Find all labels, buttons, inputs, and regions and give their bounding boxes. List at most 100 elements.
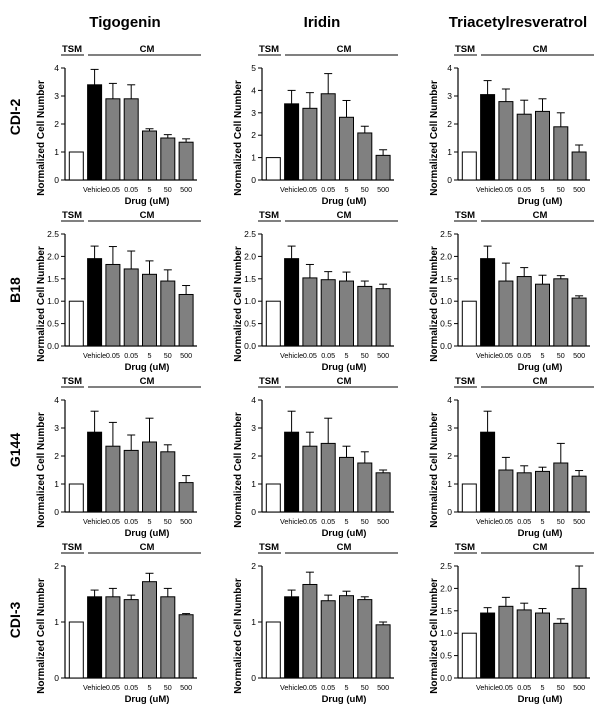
group-label-cm: CM <box>337 44 352 55</box>
bar <box>87 258 103 347</box>
y-tick-label: 2 <box>251 451 256 461</box>
bar <box>142 441 157 513</box>
bar <box>123 599 139 679</box>
group-label-cm: CM <box>337 542 352 553</box>
y-tick-label: 0 <box>54 673 59 683</box>
bar <box>535 110 550 181</box>
bar <box>516 276 532 347</box>
bar <box>265 157 281 181</box>
bar <box>461 300 477 347</box>
bar <box>375 624 391 679</box>
category-label: Vehicle <box>476 683 499 692</box>
category-label: 5 <box>541 351 545 360</box>
category-label: Vehicle <box>83 517 106 526</box>
category-label: 5 <box>345 517 349 526</box>
y-tick-label: 4 <box>447 63 452 73</box>
bar <box>302 445 318 513</box>
bar <box>375 472 391 513</box>
y-tick-label: 0.5 <box>47 319 59 329</box>
category-label: 500 <box>573 517 585 526</box>
bar <box>320 442 336 513</box>
bar <box>571 151 587 181</box>
bar <box>178 293 194 347</box>
bar <box>320 93 336 181</box>
group-label-tsm: TSM <box>259 44 279 55</box>
y-tick-label: 4 <box>447 395 452 405</box>
bar <box>339 116 354 181</box>
y-axis-label: Normalized Cell Number <box>429 246 440 362</box>
y-tick-label: 1 <box>251 153 256 163</box>
y-tick-label: 0 <box>447 507 452 517</box>
y-tick-label: 3 <box>54 423 59 433</box>
group-label-cm: CM <box>140 210 155 221</box>
bar <box>265 621 281 679</box>
bar <box>553 462 569 513</box>
bar <box>160 280 176 347</box>
x-axis-label: Drug (uM) <box>322 362 367 373</box>
category-label: 50 <box>164 683 172 692</box>
y-tick-label: 2.5 <box>47 229 59 239</box>
bar <box>142 273 157 347</box>
x-axis-label: Drug (uM) <box>322 528 367 539</box>
group-label-tsm: TSM <box>62 210 82 221</box>
y-axis-label: Normalized Cell Number <box>36 246 47 362</box>
x-axis-label: Drug (uM) <box>125 362 170 373</box>
category-label: 0.05 <box>321 351 335 360</box>
y-tick-label: 2.5 <box>244 229 256 239</box>
y-tick-label: 1.0 <box>244 296 256 306</box>
group-label-cm: CM <box>337 376 352 387</box>
bar <box>571 475 587 513</box>
category-label: 50 <box>557 683 565 692</box>
group-label-tsm: TSM <box>455 376 475 387</box>
category-label: 500 <box>573 351 585 360</box>
y-tick-label: 0.5 <box>244 319 256 329</box>
bar <box>105 263 121 347</box>
category-label: 5 <box>345 351 349 360</box>
bar <box>375 154 391 181</box>
bar <box>178 614 194 679</box>
bar <box>375 288 391 347</box>
row-label-g144: G144 <box>7 433 23 467</box>
y-tick-label: 5 <box>251 63 256 73</box>
bar <box>461 632 477 679</box>
bar <box>123 268 139 347</box>
y-tick-label: 0 <box>251 507 256 517</box>
category-label: 0.05 <box>499 185 513 194</box>
category-label: 500 <box>180 517 192 526</box>
column-title-tigogenin: Tigogenin <box>89 14 160 31</box>
y-axis-label: Normalized Cell Number <box>36 80 47 196</box>
category-label: 500 <box>180 683 192 692</box>
category-label: 0.05 <box>499 517 513 526</box>
x-axis-label: Drug (uM) <box>322 694 367 705</box>
category-label: 50 <box>164 351 172 360</box>
bar <box>302 277 318 347</box>
category-label: 0.05 <box>106 683 120 692</box>
category-label: 500 <box>377 351 389 360</box>
bar <box>339 595 354 679</box>
group-label-cm: CM <box>140 542 155 553</box>
category-label: Vehicle <box>476 351 499 360</box>
y-tick-label: 4 <box>54 63 59 73</box>
x-axis-label: Drug (uM) <box>518 694 563 705</box>
y-tick-label: 2 <box>54 451 59 461</box>
bar <box>160 451 176 513</box>
y-axis-label: Normalized Cell Number <box>233 80 244 196</box>
bar <box>284 258 300 347</box>
y-axis-label: Normalized Cell Number <box>233 412 244 528</box>
category-label: 0.05 <box>106 517 120 526</box>
group-label-tsm: TSM <box>62 44 82 55</box>
bar <box>535 470 550 513</box>
group-label-cm: CM <box>533 210 548 221</box>
category-label: 0.05 <box>321 185 335 194</box>
bar <box>357 462 373 513</box>
x-axis-label: Drug (uM) <box>518 362 563 373</box>
category-label: 0.05 <box>499 683 513 692</box>
bar <box>284 596 300 679</box>
y-tick-label: 2.5 <box>440 229 452 239</box>
bar <box>498 280 514 347</box>
y-tick-label: 0.0 <box>440 673 452 683</box>
y-axis-label: Normalized Cell Number <box>233 246 244 362</box>
